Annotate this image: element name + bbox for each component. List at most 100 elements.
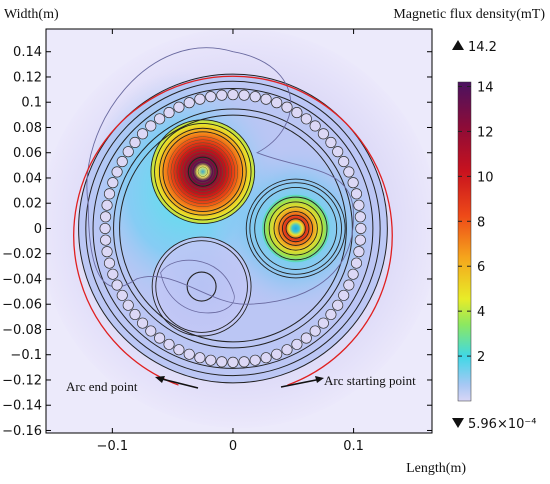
cable-outline — [268, 201, 323, 256]
cable-outline — [176, 145, 229, 198]
cable-outline — [185, 154, 220, 189]
cable-outline — [78, 73, 388, 384]
plot-frame — [45, 28, 433, 434]
armour-bead — [100, 234, 112, 246]
y-tick-label: −0.12 — [2, 373, 42, 388]
cable-outline — [113, 108, 353, 349]
armour-bead — [309, 120, 321, 132]
cable-outline — [155, 240, 248, 333]
armour-bead — [101, 246, 113, 258]
armour-bead — [107, 268, 119, 280]
x-tick-label: 0 — [229, 439, 237, 454]
armour-bead — [300, 332, 312, 344]
armour-bead — [129, 136, 141, 148]
y-axis: 0.14 0.12 0.1 0.08 0.06 0.04 0.02 0 −0.02 −0.04 −0… — [2, 45, 432, 439]
y-tick-label: 0.02 — [13, 197, 42, 212]
y-tick-label: −0.06 — [2, 298, 42, 313]
armour-bead — [216, 89, 228, 101]
cable-outline — [170, 139, 236, 204]
armour-bead — [103, 257, 115, 269]
armour-bead — [291, 107, 303, 119]
armour-bead — [355, 222, 367, 235]
armour-bead — [271, 97, 283, 109]
cable-outline — [182, 151, 223, 192]
cable-outline — [273, 206, 318, 251]
armour-bead — [338, 289, 350, 301]
armour-bead — [107, 177, 119, 189]
cable-outline — [254, 187, 338, 270]
armour-bead — [183, 97, 195, 109]
armour-bead — [145, 120, 157, 132]
arc-end-arrowhead-icon — [155, 376, 165, 383]
cable-outline — [150, 119, 256, 224]
cable-outline — [179, 148, 226, 195]
armour-bead — [260, 352, 272, 364]
armour-bead — [116, 156, 128, 168]
arc-start-arrow-icon — [280, 378, 322, 388]
cable-outline — [245, 178, 346, 279]
y-tick-label: −0.08 — [2, 323, 42, 338]
y-tick-label: −0.16 — [2, 424, 42, 439]
cable-outline — [158, 127, 247, 216]
armour-bead — [325, 308, 337, 321]
cable-outline — [285, 218, 306, 239]
armour-bead — [291, 338, 303, 350]
chart-title: Magnetic flux density(mT) — [393, 7, 545, 22]
armour-bead — [137, 128, 149, 140]
armour-bead — [163, 107, 175, 119]
armour-bead — [122, 146, 134, 158]
armour-bead — [122, 299, 134, 311]
armour-bead — [238, 89, 250, 101]
armour-bead — [354, 234, 366, 246]
x-tick-label: 0.1 — [343, 439, 364, 454]
core-2-field — [261, 194, 330, 263]
colorbar-gradient — [457, 81, 472, 402]
armour-bead — [350, 257, 363, 269]
colorbar-ticks: 2 4 6 8 10 12 14 — [458, 80, 494, 365]
armour-bead — [309, 325, 321, 337]
field-contour — [160, 259, 235, 314]
cable-outline — [154, 122, 252, 221]
armour-bead — [183, 348, 195, 360]
x-tick-label: −0.1 — [97, 439, 129, 454]
armour-bead — [145, 325, 157, 337]
cable-outline — [186, 271, 217, 302]
min-triangle-icon — [452, 418, 464, 428]
armour-bead — [101, 199, 113, 211]
armour-bead — [154, 113, 166, 125]
armour-bead — [154, 332, 166, 344]
armour-bead — [227, 89, 239, 101]
colorbar: 14.2 2 4 6 8 10 12 14 5.96×10⁻⁴ — [452, 40, 536, 432]
armour-bead — [353, 246, 365, 258]
arc-end-annotation: Arc end point — [66, 376, 199, 394]
geometry-layer — [73, 47, 393, 386]
y-tick-label: −0.04 — [2, 272, 42, 287]
y-tick-label: −0.1 — [10, 348, 42, 363]
armour-bead — [249, 354, 261, 366]
armour-bead — [238, 356, 250, 368]
max-triangle-icon — [452, 40, 464, 50]
y-tick-label: −0.02 — [2, 247, 42, 262]
colorbar-tick-label: 4 — [477, 305, 485, 320]
armour-bead — [99, 222, 111, 235]
cable-outline — [85, 80, 381, 377]
armour-bead — [163, 338, 175, 350]
armour-bead — [347, 268, 359, 280]
x-axis-label: Length(m) — [406, 461, 466, 476]
armour-beads — [99, 89, 367, 368]
armour-bead — [317, 128, 329, 140]
cable-outline — [162, 131, 244, 212]
armour-bead — [347, 177, 359, 189]
armour-bead — [194, 93, 206, 105]
arc-start-arrowhead-icon — [315, 376, 324, 383]
core-1-field — [150, 119, 255, 224]
armour-bead — [111, 279, 123, 291]
armour-bead — [129, 308, 141, 321]
armour-bead — [249, 91, 261, 103]
armour-bead — [354, 211, 366, 223]
y-tick-label: −0.14 — [2, 399, 42, 414]
cable-outline — [278, 211, 314, 246]
armour-bead — [173, 344, 185, 356]
measurement-arc — [73, 75, 393, 386]
